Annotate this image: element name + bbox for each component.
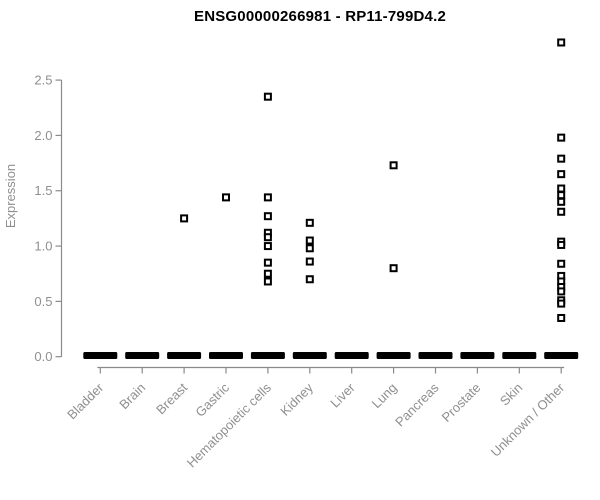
- data-point: [557, 287, 566, 296]
- y-tick-label: 0.5: [34, 294, 52, 309]
- data-point: [305, 257, 314, 266]
- zero-cluster-dash: [209, 352, 243, 359]
- zero-cluster-dash: [502, 352, 537, 359]
- data-point: [263, 258, 272, 267]
- data-point: [222, 193, 230, 202]
- data-point: [557, 313, 566, 322]
- data-point: [557, 191, 566, 200]
- data-point: [263, 92, 272, 101]
- y-tick-label: 0.0: [34, 349, 52, 364]
- y-axis: 0.0 0.5 1.0 1.5 2.0 2.5 Expression: [3, 73, 63, 364]
- data-point: [557, 207, 566, 216]
- zero-cluster-dash: [125, 352, 160, 359]
- x-tick-label: Unknown / Other: [488, 380, 568, 460]
- zero-expression-clusters: [83, 352, 579, 359]
- zero-cluster-dash: [376, 352, 411, 359]
- zero-cluster-dash: [334, 352, 369, 359]
- zero-cluster-dash: [83, 352, 118, 359]
- x-tick-label: Pancreas: [392, 380, 442, 430]
- data-point: [305, 218, 314, 227]
- data-point: [557, 240, 566, 249]
- data-point: [557, 184, 566, 193]
- zero-cluster-dash: [460, 352, 495, 359]
- data-point: [263, 269, 272, 278]
- y-tick-label: 2.0: [34, 128, 52, 143]
- data-point: [557, 170, 566, 179]
- x-tick-label: Kidney: [277, 380, 316, 419]
- chart-title: ENSG00000266981 - RP11-799D4.2: [193, 8, 446, 25]
- y-tick-label: 2.5: [34, 73, 52, 88]
- data-point: [557, 299, 566, 308]
- zero-cluster-dash: [292, 352, 327, 359]
- zero-cluster-dash: [167, 352, 202, 359]
- x-tick-label: Skin: [497, 380, 525, 408]
- data-point: [263, 233, 272, 242]
- data-point: [263, 277, 272, 286]
- data-point: [263, 212, 272, 221]
- x-tick-label: Liver: [327, 380, 358, 411]
- data-point: [305, 236, 314, 245]
- data-point: [180, 214, 189, 223]
- zero-cluster-dash: [418, 352, 453, 359]
- data-point: [389, 264, 398, 273]
- data-point: [263, 193, 272, 202]
- y-axis-title: Expression: [3, 164, 18, 228]
- data-point: [557, 38, 566, 47]
- data-point: [557, 133, 566, 142]
- data-point: [557, 259, 566, 268]
- x-tick-label: Gastric: [192, 380, 232, 420]
- x-tick-label: Brain: [116, 380, 148, 412]
- data-point: [557, 154, 566, 163]
- y-tick-label: 1.5: [34, 183, 52, 198]
- x-tick-label: Prostate: [439, 380, 484, 425]
- x-tick-label: Bladder: [64, 380, 107, 423]
- data-point: [557, 197, 566, 206]
- zero-cluster-dash: [250, 352, 285, 359]
- data-point: [305, 275, 314, 284]
- y-tick-label: 1.0: [34, 239, 52, 254]
- data-point: [389, 161, 398, 170]
- data-points: [180, 38, 566, 322]
- x-tick-label: Lung: [369, 380, 400, 411]
- zero-cluster-dash: [544, 352, 579, 359]
- data-point: [263, 242, 272, 251]
- data-point: [305, 244, 314, 253]
- x-tick-label: Breast: [153, 380, 190, 417]
